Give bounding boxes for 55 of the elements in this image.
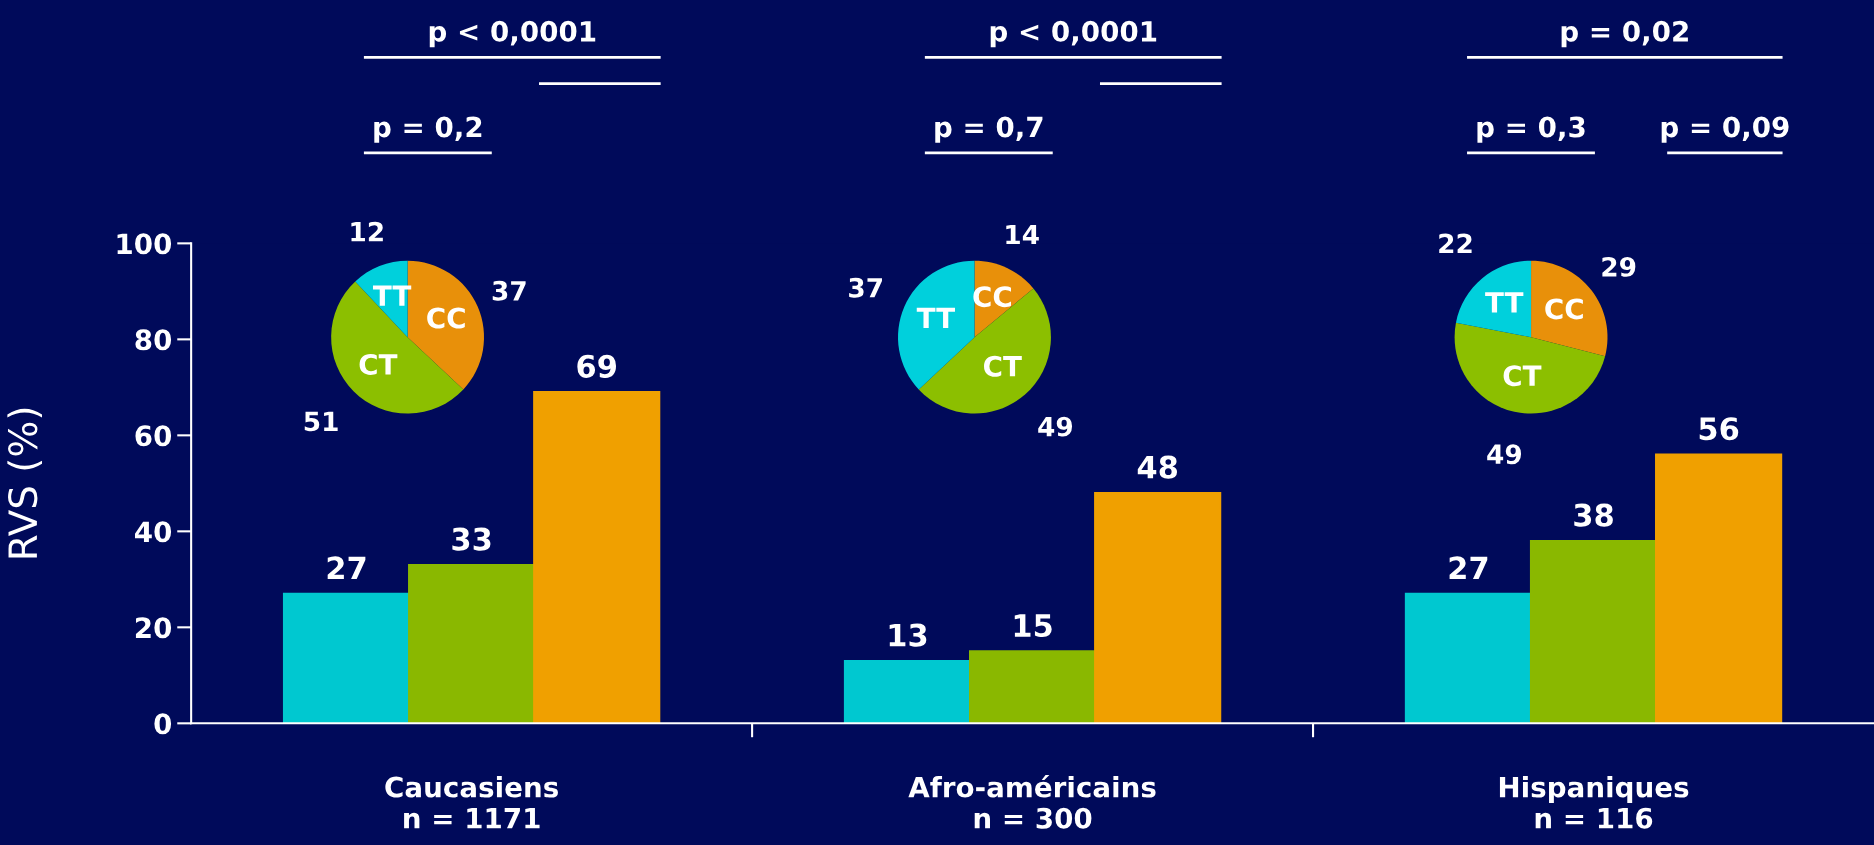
data-label: 56 xyxy=(1699,417,1739,441)
data-label: 37 xyxy=(492,280,526,301)
slice-label: CC xyxy=(427,307,465,329)
bar xyxy=(408,563,536,724)
bar xyxy=(1529,539,1658,724)
data-label: 15 xyxy=(1014,614,1052,638)
data-label: 49 xyxy=(1038,416,1073,437)
x-tick-label: Caucasiens n = 1171 xyxy=(385,776,558,829)
y-tick-label: 80 xyxy=(135,329,172,351)
bar xyxy=(1655,453,1783,724)
data-label: 69 xyxy=(577,354,617,378)
data-label: 38 xyxy=(1574,503,1613,527)
y-axis-title: RVS (%) xyxy=(7,408,43,558)
data-label: 51 xyxy=(304,411,338,432)
y-tick-label: 60 xyxy=(135,425,172,447)
text: p < 0,0001 xyxy=(429,20,596,48)
text: p = 0,02 xyxy=(1561,20,1688,48)
y-tick-label: 100 xyxy=(117,233,172,255)
data-label: 14 xyxy=(1006,224,1039,245)
bar xyxy=(843,659,972,724)
data-label: 22 xyxy=(1439,233,1472,254)
pie-slice xyxy=(898,260,975,390)
data-label: 27 xyxy=(1449,556,1488,580)
slice-label: CC xyxy=(1545,298,1583,320)
y-tick-label: 40 xyxy=(134,521,172,543)
slice-label: CT xyxy=(1503,365,1542,387)
data-label: 13 xyxy=(889,623,927,647)
slice-label: TT xyxy=(916,307,955,329)
data-label: 27 xyxy=(327,556,366,580)
data-label: 37 xyxy=(849,277,882,298)
pie-slice xyxy=(1455,260,1532,338)
data-label: 33 xyxy=(452,527,491,551)
text: p = 0,7 xyxy=(935,116,1043,143)
text: p < 0,0001 xyxy=(990,20,1157,48)
data-label: 48 xyxy=(1137,455,1178,479)
x-tick-label: Hispaniques n = 116 xyxy=(1499,776,1689,829)
data-label: 29 xyxy=(1602,256,1636,277)
bar xyxy=(282,592,411,724)
bar xyxy=(1094,491,1222,724)
data-label: 12 xyxy=(351,221,383,242)
y-tick-label: 0 xyxy=(154,713,172,735)
slice-label: CT xyxy=(359,353,398,375)
bar xyxy=(1404,592,1533,724)
data-label: 49 xyxy=(1487,444,1522,465)
y-tick-label: 20 xyxy=(135,617,172,639)
slice-label: TT xyxy=(1485,292,1524,313)
x-tick-label: Afro-américains n = 300 xyxy=(908,774,1156,829)
text: p = 0,09 xyxy=(1661,116,1789,143)
text: p = 0,2 xyxy=(374,116,482,143)
bar xyxy=(533,391,661,724)
pie-slice xyxy=(918,288,1051,414)
slice-label: CT xyxy=(984,355,1022,377)
pie-slice xyxy=(1454,322,1606,414)
text: p = 0,3 xyxy=(1477,116,1585,143)
bar xyxy=(968,650,1097,724)
